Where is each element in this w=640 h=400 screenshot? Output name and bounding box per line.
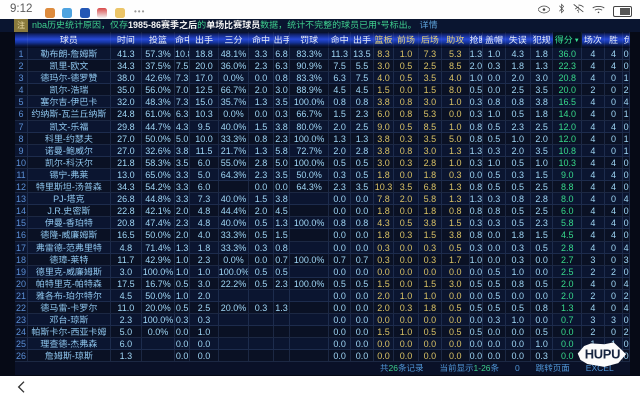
svg-text:HUPU: HUPU: [585, 347, 620, 362]
